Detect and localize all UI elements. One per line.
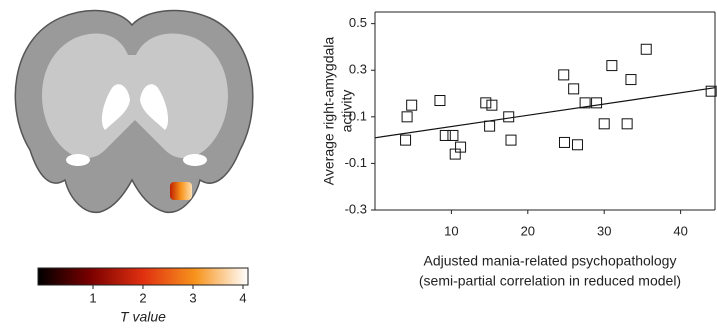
x-tick-label: 10 bbox=[444, 223, 458, 238]
figure: T value 1234-0.3-0.10.10.30.510203040Ave… bbox=[0, 0, 717, 328]
point bbox=[592, 98, 602, 108]
y-axis-label: activity bbox=[339, 90, 355, 133]
point bbox=[572, 140, 582, 150]
colorbar-tick-label: 4 bbox=[239, 290, 246, 305]
trend-line bbox=[375, 88, 715, 138]
y-tick-label: 0.5 bbox=[349, 15, 367, 30]
point bbox=[481, 98, 491, 108]
point bbox=[599, 119, 609, 129]
colorbar-tick-label: 3 bbox=[189, 290, 196, 305]
colorbar-tick-label: 2 bbox=[139, 290, 146, 305]
point bbox=[569, 84, 579, 94]
point bbox=[402, 112, 412, 122]
colorbar bbox=[38, 268, 248, 285]
x-axis-label: (semi-partial correlation in reduced mod… bbox=[419, 273, 681, 289]
x-tick-label: 20 bbox=[521, 223, 535, 238]
point bbox=[435, 96, 445, 106]
y-tick-label: -0.3 bbox=[345, 201, 367, 216]
point bbox=[607, 61, 617, 71]
point bbox=[641, 44, 651, 54]
y-tick-label: 0.3 bbox=[349, 62, 367, 77]
point bbox=[622, 119, 632, 129]
brain-image bbox=[15, 11, 253, 213]
point bbox=[448, 130, 458, 140]
y-axis-label: Average right-amygdala bbox=[321, 37, 337, 186]
point bbox=[559, 70, 569, 80]
point bbox=[485, 121, 495, 131]
point bbox=[401, 135, 411, 145]
point bbox=[407, 100, 417, 110]
point bbox=[487, 100, 497, 110]
point bbox=[559, 137, 569, 147]
point bbox=[440, 130, 450, 140]
point bbox=[626, 75, 636, 85]
point bbox=[506, 135, 516, 145]
y-tick-label: -0.1 bbox=[345, 155, 367, 170]
colorbar-label: T value bbox=[120, 309, 166, 325]
point bbox=[504, 112, 514, 122]
x-tick-label: 30 bbox=[597, 223, 611, 238]
x-axis-label: Adjusted mania-related psychopathology bbox=[424, 253, 677, 269]
x-tick-label: 40 bbox=[673, 223, 687, 238]
colorbar-tick-label: 1 bbox=[89, 290, 96, 305]
